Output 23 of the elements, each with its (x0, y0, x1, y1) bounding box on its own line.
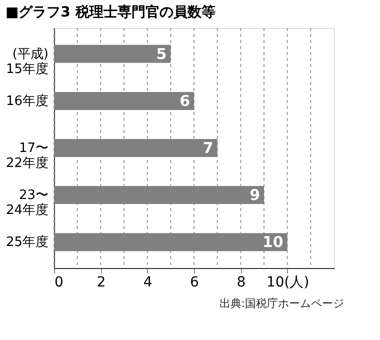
y-tick-label: 25年度 (6, 234, 48, 250)
y-tick-label: 16年度 (6, 92, 48, 109)
data-label: 7 (202, 139, 214, 157)
source-note: 出典:国税庁ホームページ (219, 297, 344, 310)
bar (54, 186, 264, 204)
x-tick-label: 0 (54, 274, 64, 290)
x-tick-label: 8 (236, 274, 246, 290)
y-tick-label: 17〜 22年度 (6, 141, 48, 171)
bar (54, 139, 218, 157)
x-tick-label: 2 (96, 274, 106, 290)
y-tick-label: 23〜 24年度 (6, 188, 48, 218)
data-label: 9 (250, 186, 260, 204)
x-tick-label: 6 (190, 274, 200, 290)
chart-title: ■グラフ3 税理士専門官の員数等 (5, 4, 216, 20)
x-tick-label: 4 (143, 274, 152, 290)
data-label: 6 (180, 92, 190, 110)
bar (54, 44, 171, 63)
bar (54, 233, 288, 252)
y-tick-label: (平成) 15年度 (6, 46, 48, 77)
data-label: 10 (262, 233, 284, 252)
bar (54, 92, 194, 110)
data-label: 5 (156, 44, 167, 63)
x-tick-label: 10(人) (266, 274, 310, 290)
